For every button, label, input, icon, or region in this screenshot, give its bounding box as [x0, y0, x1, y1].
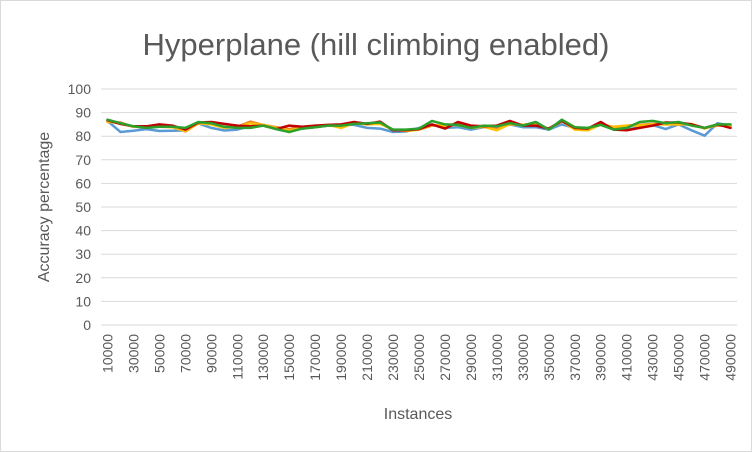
gridlines [101, 88, 737, 326]
y-tick-label: 60 [75, 175, 91, 191]
x-tick-label: 470000 [697, 334, 713, 381]
x-tick-label: 130000 [255, 334, 271, 381]
x-tick-label: 230000 [385, 334, 401, 381]
series-line-5 [106, 118, 732, 134]
x-tick-label: 150000 [281, 334, 297, 381]
x-tick-label: 170000 [307, 334, 323, 381]
x-tick-label: 430000 [645, 334, 661, 381]
y-tick-label: 90 [75, 105, 91, 121]
x-tick-label: 350000 [541, 334, 557, 381]
x-tick-label: 10000 [99, 334, 115, 373]
y-tick-label: 0 [83, 317, 91, 333]
x-tick-label: 190000 [333, 334, 349, 381]
x-tick-label: 390000 [593, 334, 609, 381]
x-tick-label: 270000 [437, 334, 453, 381]
y-tick-label: 70 [75, 152, 91, 168]
y-tick-label: 100 [68, 81, 92, 97]
x-tick-label: 330000 [515, 334, 531, 381]
y-tick-label: 50 [75, 199, 91, 215]
x-tick-label: 110000 [229, 334, 245, 380]
chart-title: Hyperplane (hill climbing enabled) [143, 27, 610, 62]
x-tick-label: 410000 [619, 334, 635, 381]
series-lines [106, 118, 732, 137]
x-tick-label: 210000 [359, 334, 375, 381]
x-tick-label: 70000 [177, 334, 193, 373]
x-tick-label: 30000 [125, 334, 141, 373]
x-tick-label: 450000 [671, 334, 687, 381]
x-tick-label: 310000 [489, 334, 505, 381]
x-tick-label: 250000 [411, 334, 427, 381]
x-tick-label: 50000 [151, 334, 167, 373]
y-tick-label: 40 [75, 223, 91, 239]
y-tick-label: 80 [75, 128, 91, 144]
y-tick-label: 20 [75, 270, 91, 286]
y-tick-label: 10 [75, 293, 91, 309]
y-tick-labels: 0 10 20 30 40 50 60 70 80 90 100 [68, 81, 92, 333]
y-axis-title: Accuracy percentage [36, 132, 53, 282]
y-tick-label: 30 [75, 246, 91, 262]
x-tick-labels: 10000 30000 50000 70000 90000 110000 130000 150… [99, 334, 738, 381]
x-tick-label: 370000 [567, 334, 583, 381]
x-tick-label: 490000 [723, 334, 739, 381]
x-tick-label: 90000 [203, 334, 219, 373]
x-tick-label: 290000 [463, 334, 479, 381]
x-axis-title: Instances [384, 406, 452, 423]
